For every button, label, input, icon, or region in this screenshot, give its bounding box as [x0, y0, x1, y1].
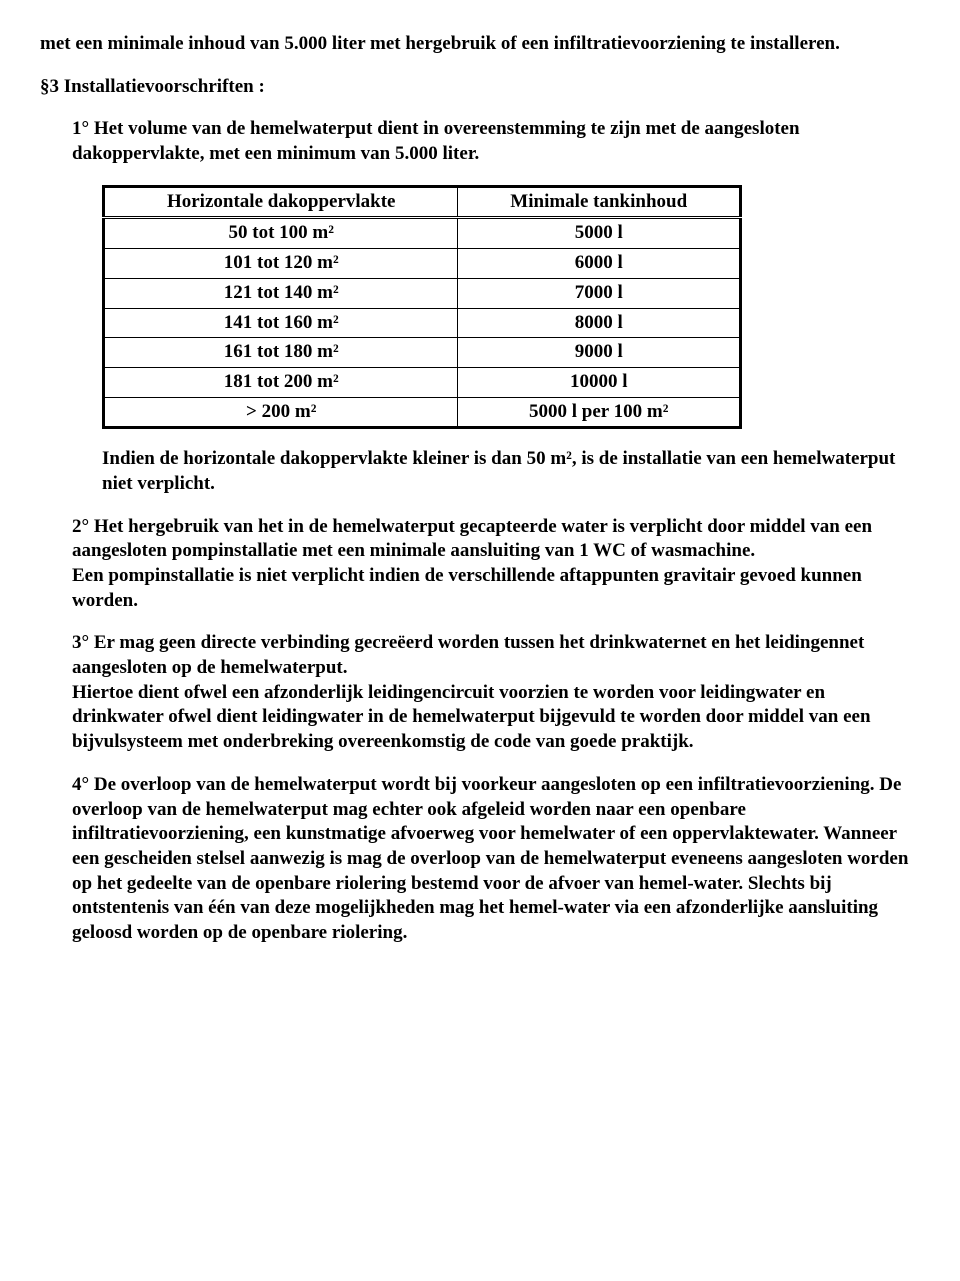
table-cell: > 200 m²: [104, 397, 458, 428]
table-cell: 8000 l: [458, 308, 741, 338]
table-header-col2: Minimale tankinhoud: [458, 186, 741, 218]
point3-text-p2: Hiertoe dient ofwel een afzonderlijk lei…: [72, 682, 871, 752]
intro-text: met een minimale inhoud van 5.000 liter …: [40, 33, 840, 54]
section3-title: §3 Installatievoorschriften :: [40, 76, 265, 97]
table-cell: 161 tot 180 m²: [104, 338, 458, 368]
table-cell: 6000 l: [458, 249, 741, 279]
table-cell: 5000 l: [458, 218, 741, 249]
table-row: 181 tot 200 m² 10000 l: [104, 367, 741, 397]
table-cell: 7000 l: [458, 278, 741, 308]
table-header-col1: Horizontale dakoppervlakte: [104, 186, 458, 218]
table-row: 101 tot 120 m² 6000 l: [104, 249, 741, 279]
table-cell: 5000 l per 100 m²: [458, 397, 741, 428]
table-cell: 181 tot 200 m²: [104, 367, 458, 397]
table-row: 50 tot 100 m² 5000 l: [104, 218, 741, 249]
point1-text: 1° Het volume van de hemelwaterput dient…: [72, 118, 800, 164]
point4-text: 4° De overloop van de hemelwaterput word…: [72, 774, 908, 943]
point1-after: Indien de horizontale dakoppervlakte kle…: [102, 448, 895, 494]
table-cell: 121 tot 140 m²: [104, 278, 458, 308]
table-cell: 10000 l: [458, 367, 741, 397]
table-row: 161 tot 180 m² 9000 l: [104, 338, 741, 368]
table-cell: 50 tot 100 m²: [104, 218, 458, 249]
table-row: > 200 m² 5000 l per 100 m²: [104, 397, 741, 428]
table-cell: 9000 l: [458, 338, 741, 368]
point3-text-p1: 3° Er mag geen directe verbinding gecreë…: [72, 632, 864, 678]
table-cell: 101 tot 120 m²: [104, 249, 458, 279]
table-row: 141 tot 160 m² 8000 l: [104, 308, 741, 338]
table-cell: 141 tot 160 m²: [104, 308, 458, 338]
table-row: 121 tot 140 m² 7000 l: [104, 278, 741, 308]
tank-table: Horizontale dakoppervlakte Minimale tank…: [102, 185, 742, 430]
point2-text-p1: 2° Het hergebruik van het in de hemelwat…: [72, 516, 872, 562]
point2-text-p2: Een pompinstallatie is niet verplicht in…: [72, 565, 862, 611]
